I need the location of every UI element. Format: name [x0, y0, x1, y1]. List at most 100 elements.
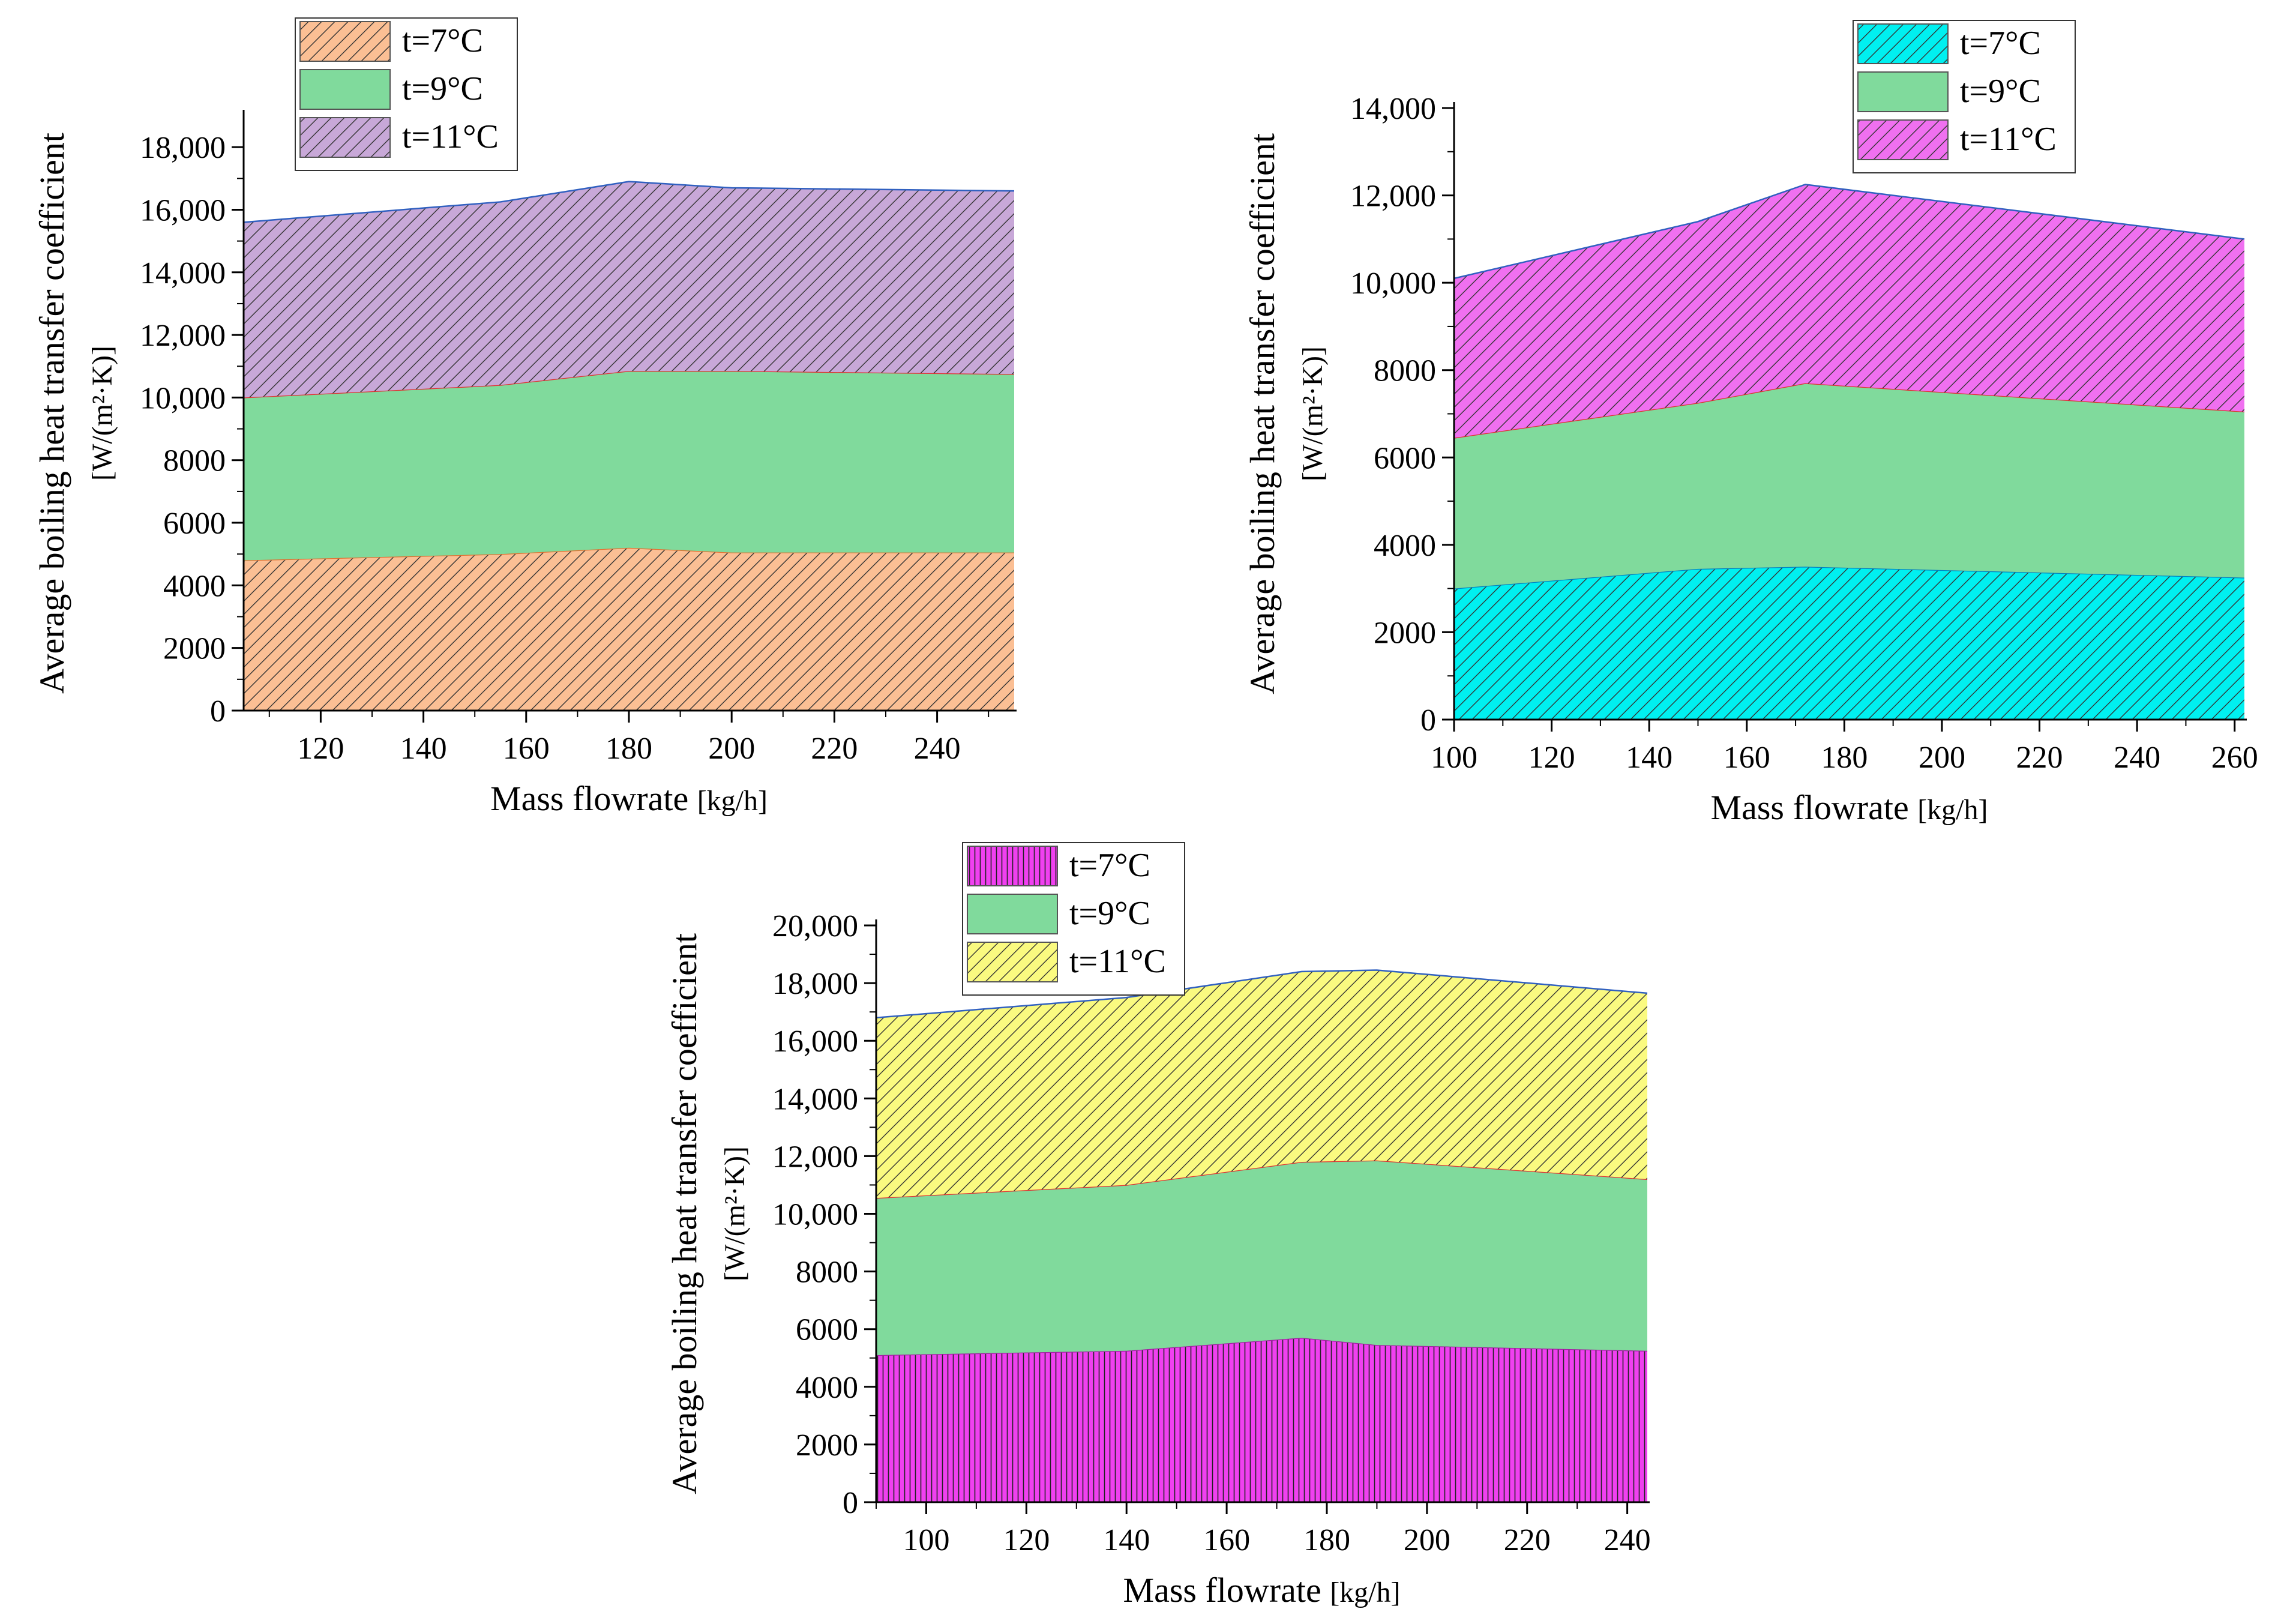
x-tick-label: 220	[811, 732, 858, 766]
y-tick-label: 2000	[1374, 616, 1436, 650]
legend-swatch	[299, 69, 391, 110]
legend-label: t=11°C	[1069, 943, 1166, 980]
y-tick-label: 0	[210, 694, 226, 729]
x-axis-label: Mass flowrate [kg/h]	[1123, 1571, 1401, 1610]
y-axis-label: Average boiling heat transfer coefficien…	[1243, 133, 1282, 694]
y-tick-label: 20,000	[772, 909, 858, 943]
y-axis-label-unit: [W/(m²·K)]	[1297, 346, 1329, 481]
legend-swatch	[1857, 23, 1949, 64]
y-tick-label: 8000	[1374, 354, 1436, 388]
x-tick-label: 180	[1821, 741, 1868, 775]
y-tick-label: 8000	[796, 1256, 858, 1290]
legend-swatch	[967, 846, 1058, 886]
legend-label: t=9°C	[1960, 73, 2041, 110]
legend-label: t=7°C	[402, 22, 483, 59]
y-axis-label-unit: [W/(m²·K)]	[719, 1146, 751, 1281]
legend-label: t=9°C	[402, 70, 483, 107]
y-tick-label: 2000	[796, 1428, 858, 1463]
area-edge-t=11°C	[1453, 184, 2245, 280]
area-edge-t=11°C	[876, 969, 1648, 1019]
y-tick-label: 6000	[163, 507, 226, 541]
y-tick-label: 6000	[1374, 441, 1436, 475]
x-tick-label: 180	[606, 732, 652, 766]
y-tick-label: 10,000	[772, 1198, 858, 1232]
x-tick-label: 200	[708, 732, 755, 766]
y-axis-label-unit: [W/(m²·K)]	[86, 346, 118, 481]
x-tick-label: 160	[1724, 741, 1770, 775]
area-t=9°C	[1454, 383, 2244, 589]
x-tick-label: 160	[503, 732, 550, 766]
x-tick-label: 120	[1528, 741, 1575, 775]
legend: t=7°C t=9°C t=11°C	[1853, 20, 2076, 173]
x-tick-label: 240	[2114, 741, 2160, 775]
legend-label: t=7°C	[1069, 847, 1150, 884]
x-tick-label: 220	[2016, 741, 2063, 775]
y-tick-label: 18,000	[140, 131, 226, 165]
y-tick-label: 6000	[796, 1313, 858, 1347]
area-t=11°C	[876, 970, 1647, 1198]
y-tick-label: 16,000	[772, 1024, 858, 1059]
y-tick-label: 10,000	[140, 381, 226, 415]
legend: t=7°C t=9°C t=11°C	[962, 842, 1185, 996]
y-tick-label: 18,000	[772, 967, 858, 1001]
x-tick-label: 140	[1103, 1523, 1150, 1557]
x-axis-label-text: Mass flowrate	[1711, 788, 1918, 827]
x-tick-label: 240	[1604, 1523, 1651, 1557]
y-tick-label: 14,000	[772, 1082, 858, 1116]
legend-swatch	[299, 117, 391, 158]
y-tick-label: 10,000	[1350, 266, 1436, 301]
legend-label: t=11°C	[402, 118, 499, 155]
y-tick-label: 12,000	[140, 319, 226, 353]
x-axis-label-text: Mass flowrate	[1123, 1571, 1330, 1610]
area-edge-t=7°C	[243, 547, 1014, 561]
legend: t=7°C t=9°C t=11°C	[295, 17, 518, 171]
x-axis-label-unit: [kg/h]	[697, 785, 768, 817]
y-tick-label: 14,000	[140, 256, 226, 290]
x-tick-label: 100	[903, 1523, 949, 1557]
x-tick-label: 200	[1919, 741, 1965, 775]
x-axis-label: Mass flowrate [kg/h]	[490, 779, 768, 818]
x-axis-label: Mass flowrate [kg/h]	[1711, 788, 1988, 827]
x-tick-label: 140	[400, 732, 447, 766]
area-t=11°C	[1454, 184, 2244, 438]
legend-label: t=9°C	[1069, 895, 1150, 932]
y-axis-label: Average boiling heat transfer coefficien…	[665, 933, 704, 1494]
area-t=7°C	[876, 1338, 1647, 1502]
area-t=9°C	[244, 371, 1014, 561]
charts-root: 0200040006000800010,00012,00014,00016,00…	[32, 17, 2258, 1610]
area-t=7°C	[244, 547, 1014, 711]
chart-1: 0 2000 4000 6000 8000 10,000 12,000 14,000 16,00…	[32, 17, 1017, 818]
y-tick-label: 14,000	[1350, 92, 1436, 126]
y-tick-label: 12,000	[772, 1140, 858, 1174]
legend-swatch	[967, 942, 1058, 982]
chart-2: 0 2000 4000 6000 8000 10,000 12,000 14,000 100 12…	[1243, 20, 2258, 827]
y-tick-label: 12,000	[1350, 179, 1436, 214]
x-axis-label-unit: [kg/h]	[1330, 1577, 1400, 1608]
y-tick-label: 0	[1420, 703, 1436, 738]
chart-3: 0 2000 4000 6000 8000 10,000 12,000 14,000 16,00…	[665, 842, 1651, 1610]
x-tick-label: 180	[1303, 1523, 1350, 1557]
legend-label: t=7°C	[1960, 25, 2041, 62]
y-tick-label: 0	[843, 1486, 858, 1520]
area-edge-t=9°C	[243, 370, 1015, 398]
legend-swatch	[1857, 71, 1949, 112]
x-tick-label: 160	[1203, 1523, 1250, 1557]
y-tick-label: 8000	[163, 444, 226, 478]
x-tick-label: 260	[2211, 741, 2258, 775]
x-tick-label: 100	[1431, 741, 1477, 775]
area-t=7°C	[1454, 567, 2244, 720]
legend-swatch	[1857, 119, 1949, 160]
legend-swatch	[967, 894, 1058, 934]
legend-label: t=11°C	[1960, 121, 2057, 158]
y-tick-label: 4000	[163, 569, 226, 603]
x-tick-label: 120	[297, 732, 344, 766]
x-axis-label-unit: [kg/h]	[1917, 794, 1988, 826]
x-tick-label: 120	[1003, 1523, 1050, 1557]
legend-swatch	[299, 21, 391, 62]
x-tick-label: 240	[914, 732, 961, 766]
x-tick-label: 140	[1626, 741, 1672, 775]
x-axis-label-text: Mass flowrate	[490, 779, 697, 818]
y-tick-label: 2000	[163, 632, 226, 666]
area-edge-t=11°C	[243, 181, 1015, 223]
